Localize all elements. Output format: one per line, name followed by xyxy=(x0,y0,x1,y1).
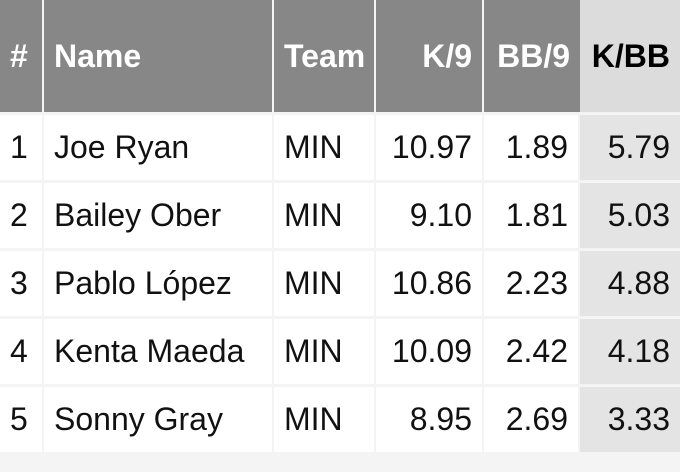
table-cell: 4.88 xyxy=(580,251,680,316)
table-cell: 3.33 xyxy=(580,387,680,452)
table-cell: 1 xyxy=(0,115,42,180)
table-cell: 10.09 xyxy=(376,319,482,384)
table-cell: MIN xyxy=(274,183,374,248)
column-header: Team xyxy=(274,0,374,112)
column-header: BB/9 xyxy=(484,0,580,112)
table-cell: 1.89 xyxy=(484,115,578,180)
table-cell: 9.10 xyxy=(376,183,482,248)
table-cell: MIN xyxy=(274,387,374,452)
table-cell: 2.42 xyxy=(484,319,578,384)
table-cell: MIN xyxy=(274,251,374,316)
column-header: K/9 xyxy=(376,0,482,112)
table-cell: 8.95 xyxy=(376,387,482,452)
table-cell: 10.97 xyxy=(376,115,482,180)
table-cell: 2.23 xyxy=(484,251,578,316)
table-cell: 5 xyxy=(0,387,42,452)
table-cell: 3 xyxy=(0,251,42,316)
table-cell: 5.79 xyxy=(580,115,680,180)
table-cell: Pablo López xyxy=(44,251,272,316)
table-cell: 4.18 xyxy=(580,319,680,384)
table-cell: 1.81 xyxy=(484,183,578,248)
table-cell: Joe Ryan xyxy=(44,115,272,180)
table-cell: Bailey Ober xyxy=(44,183,272,248)
table-cell: 10.86 xyxy=(376,251,482,316)
table-cell: 2.69 xyxy=(484,387,578,452)
column-header: # xyxy=(0,0,42,112)
table-cell: MIN xyxy=(274,115,374,180)
table-cell: 4 xyxy=(0,319,42,384)
table-cell: Kenta Maeda xyxy=(44,319,272,384)
column-header: K/BB xyxy=(580,0,680,112)
table-cell: 5.03 xyxy=(580,183,680,248)
table-cell: 2 xyxy=(0,183,42,248)
column-header: Name xyxy=(44,0,272,112)
table-cell: Sonny Gray xyxy=(44,387,272,452)
table-cell: MIN xyxy=(274,319,374,384)
